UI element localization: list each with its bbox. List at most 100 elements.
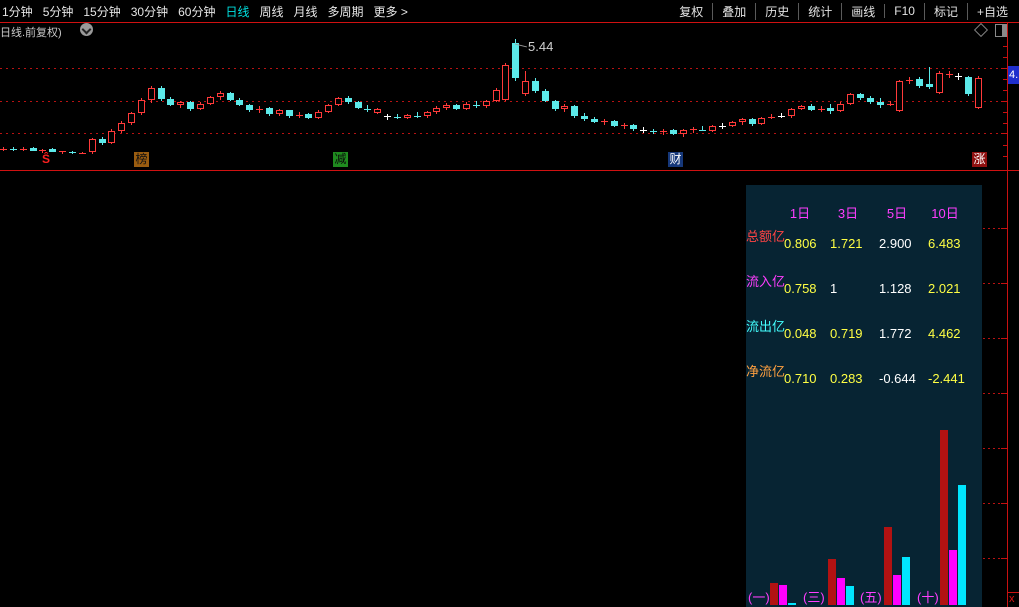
candle-body	[128, 113, 135, 123]
event-marker[interactable]: 财	[668, 152, 683, 167]
flow-bar	[837, 578, 845, 605]
candle-body	[89, 139, 96, 152]
candle-body	[512, 43, 519, 78]
candle-body	[384, 116, 391, 117]
candle-body	[552, 101, 559, 109]
flow-col-header: 3日	[837, 206, 859, 221]
candle-body	[532, 81, 539, 91]
candle-body	[39, 150, 46, 151]
candle-body	[394, 117, 401, 118]
event-marker[interactable]: 榜	[134, 152, 149, 167]
event-marker[interactable]: 减	[333, 152, 348, 167]
event-marker[interactable]: Ŝ	[41, 152, 50, 166]
action-item[interactable]: 叠加	[712, 2, 755, 20]
candle-wick	[781, 113, 782, 118]
flow-value: 0.710	[784, 371, 817, 386]
action-item[interactable]: 历史	[755, 2, 798, 20]
candle-body	[699, 130, 706, 131]
candle-body	[404, 115, 411, 118]
candle-body	[473, 105, 480, 106]
flow-bar	[828, 559, 836, 605]
period-tab[interactable]: 60分钟	[178, 4, 216, 19]
candle-body	[49, 149, 56, 152]
candle-body	[650, 131, 657, 132]
candle-body	[335, 98, 342, 105]
period-tab[interactable]: 1分钟	[2, 4, 33, 19]
candle-body	[502, 65, 509, 100]
candle-body	[345, 98, 352, 102]
candle-body	[709, 126, 716, 131]
chart-bottom-border	[0, 170, 1019, 171]
action-item[interactable]: +自选	[966, 2, 1017, 20]
action-item[interactable]: F10	[884, 4, 924, 18]
period-tab[interactable]: 30分钟	[130, 4, 169, 19]
candle-wick	[890, 101, 891, 106]
bar-group-label: (三)	[803, 590, 825, 605]
candle-body	[877, 102, 884, 105]
candle-body	[630, 125, 637, 129]
axis-tick	[1001, 68, 1007, 69]
candle-body	[79, 153, 86, 154]
candle-body	[857, 94, 864, 98]
period-tab[interactable]: 周线	[259, 4, 284, 19]
flow-value: -2.441	[928, 371, 965, 386]
candle-body	[906, 80, 913, 81]
candle-body	[30, 148, 37, 151]
candle-body	[0, 149, 7, 150]
gridline	[0, 101, 1007, 102]
candle-body	[581, 116, 588, 119]
sub-header: 日线.前复权)	[0, 22, 1019, 39]
candle-body	[315, 112, 322, 118]
candle-wick	[702, 126, 703, 131]
candlestick-chart[interactable]	[0, 38, 1019, 170]
flow-bar	[902, 557, 910, 605]
diamond-icon[interactable]	[973, 22, 989, 38]
candle-wick	[771, 114, 772, 119]
candle-body	[266, 108, 273, 114]
candle-body	[433, 108, 440, 112]
period-tabs: 1分钟 5分钟 15分钟 30分钟 60分钟 日线 周线 月线 多周期 更多 >	[0, 3, 418, 20]
candle-wick	[604, 119, 605, 125]
candle-wick	[476, 101, 477, 108]
flow-value: 0.048	[784, 326, 817, 341]
period-tab[interactable]: 月线	[293, 4, 318, 19]
candle-body	[177, 102, 184, 105]
candle-body	[837, 104, 844, 111]
flow-bar	[958, 485, 966, 605]
period-tab[interactable]: 多周期	[327, 4, 364, 19]
flow-value: 6.483	[928, 236, 961, 251]
candle-body	[296, 115, 303, 116]
candle-body	[286, 110, 293, 116]
action-item[interactable]: 标记	[923, 2, 967, 20]
corner-close-icon[interactable]: x	[1009, 593, 1015, 605]
candle-body	[680, 130, 687, 134]
flow-bar	[846, 586, 854, 605]
axis-tick	[1001, 101, 1007, 102]
period-tab[interactable]: 15分钟	[83, 4, 121, 19]
action-item[interactable]: 复权	[679, 4, 704, 19]
period-tab[interactable]: 5分钟	[42, 4, 74, 19]
candle-body	[138, 100, 145, 113]
candle-body	[955, 76, 962, 77]
action-item[interactable]: 画线	[841, 2, 884, 20]
chevron-down-circle-icon[interactable]	[80, 23, 93, 36]
flow-value: -0.644	[879, 371, 916, 386]
period-tab[interactable]: 日线	[225, 4, 250, 19]
bar-group-label: (十)	[917, 590, 939, 605]
candle-body	[867, 98, 874, 102]
candle-body	[414, 116, 421, 117]
candle-body	[778, 116, 785, 117]
candle-body	[670, 130, 677, 134]
period-tab[interactable]: 更多 >	[373, 4, 408, 19]
gridline	[0, 133, 1007, 134]
candle-body	[887, 104, 894, 105]
event-marker[interactable]: 涨	[972, 152, 987, 167]
candle-body	[355, 102, 362, 108]
candle-body	[443, 105, 450, 108]
flow-bar	[940, 430, 948, 605]
candle-body	[808, 106, 815, 110]
candle-body	[453, 105, 460, 109]
axis-tick	[1003, 46, 1007, 47]
action-item[interactable]: 统计	[798, 2, 841, 20]
flow-bar	[949, 550, 957, 605]
